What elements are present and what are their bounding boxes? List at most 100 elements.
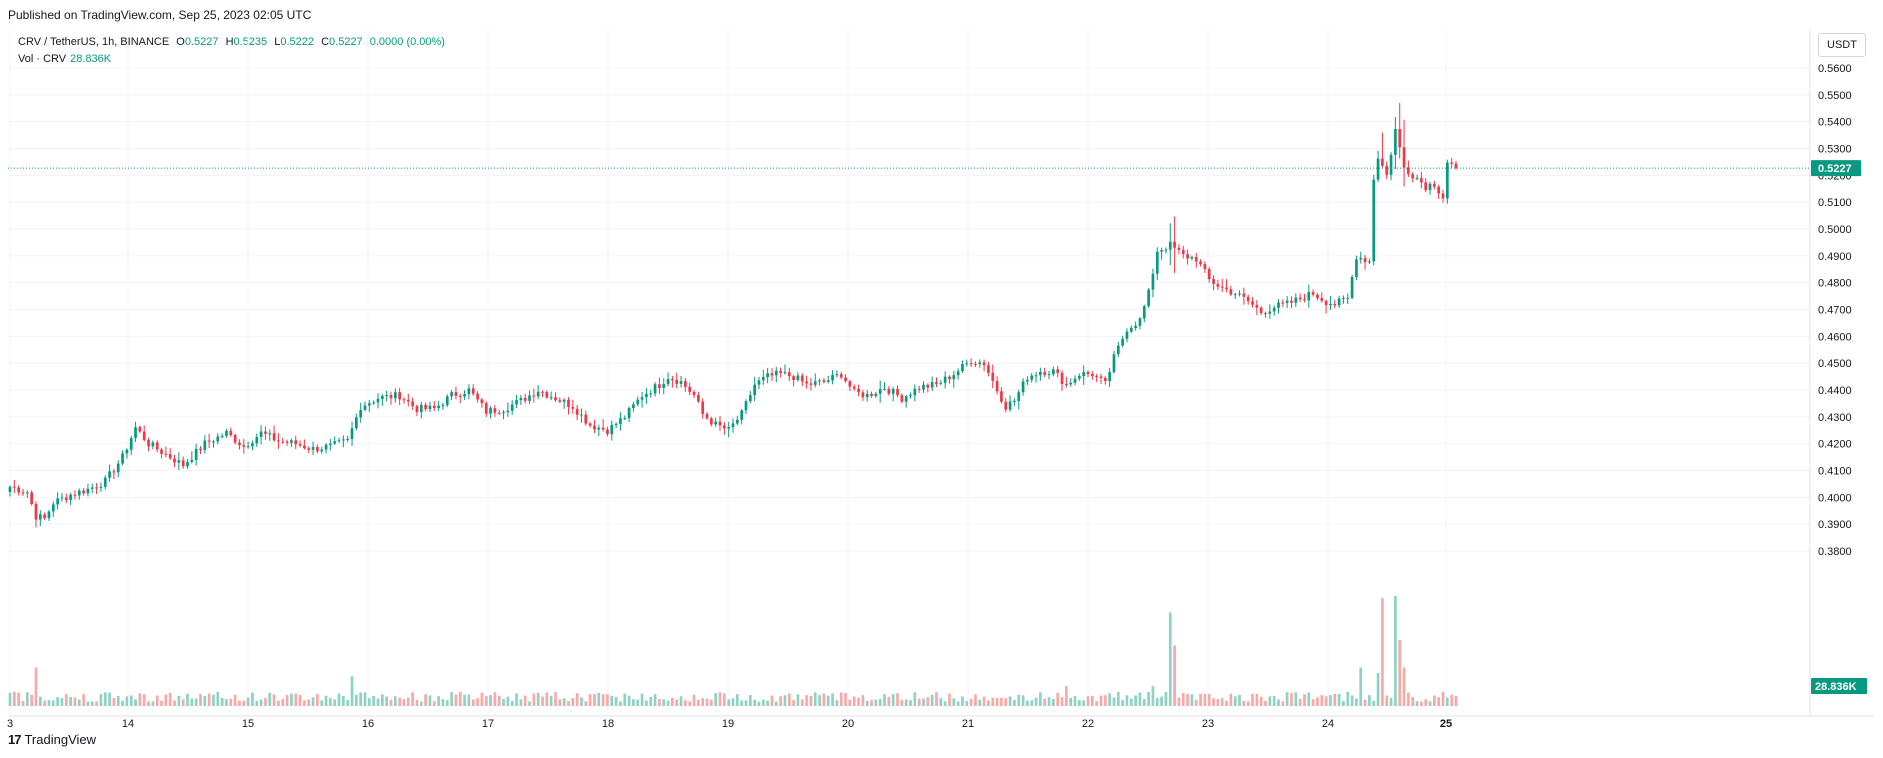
volume-bar (1199, 693, 1202, 706)
volume-bar (1142, 699, 1146, 706)
time-tick-label: 17 (482, 718, 494, 730)
candle-body (489, 408, 492, 414)
time-axis[interactable]: 3 14 15 16 17 18 19 20 21 22 23 24 25 (7, 718, 1452, 730)
candle-body (1303, 299, 1306, 301)
candle-body (155, 442, 159, 450)
candle-body (1285, 300, 1289, 303)
volume-bar (731, 698, 735, 706)
candle-body (103, 477, 107, 487)
price-axis[interactable]: 0.5600 0.5500 0.5400 0.5300 0.5200 0.5100 0.50… (1818, 63, 1852, 558)
volume-bar (688, 701, 692, 706)
volume-bar (1281, 701, 1285, 706)
candle-body (424, 404, 427, 410)
candle-body (584, 414, 588, 424)
volume-bar (95, 701, 98, 706)
volume-bar (1333, 693, 1337, 706)
candle-body (1398, 129, 1402, 148)
brand-name[interactable]: TradingView (24, 732, 97, 747)
candle-body (1281, 302, 1285, 304)
candle-body (432, 405, 436, 409)
volume-bar (199, 694, 202, 706)
volume-bar (207, 693, 211, 706)
volume-bar (47, 700, 51, 706)
volume-bar (1056, 692, 1060, 706)
candle-body (17, 487, 21, 493)
volume-bar (891, 693, 895, 706)
candle-body (922, 384, 925, 390)
price-tick-label: 0.5400 (1818, 117, 1852, 129)
change-value: 0.0000 (0.00%) (369, 36, 445, 48)
volume-bar (1026, 700, 1029, 706)
candle-body (679, 381, 683, 384)
volume-bar (350, 676, 354, 706)
candle-body (1026, 379, 1029, 382)
volume-bar (8, 692, 12, 706)
price-tick-label: 0.5600 (1818, 63, 1852, 75)
candle-body (294, 440, 298, 445)
grid (8, 30, 1810, 716)
volume-bar (554, 692, 557, 706)
volume-bar (839, 692, 843, 706)
candle-body (580, 414, 583, 416)
volume-bar (103, 692, 107, 706)
volume-bar (779, 696, 782, 706)
candle-body (562, 399, 566, 402)
volume-bar (883, 694, 886, 706)
volume-bar (861, 695, 865, 706)
candle-body (1268, 311, 1272, 314)
time-tick-label: 25 (1440, 718, 1452, 730)
volume-bar (987, 700, 990, 706)
ohlc-legend: CRV / TetherUS, 1h, BINANCE O0.5227 H0.5… (18, 36, 445, 48)
volume-bar (484, 696, 488, 706)
symbol-label[interactable]: CRV / TetherUS, 1h, BINANCE (18, 36, 170, 48)
volume-bar (415, 699, 419, 706)
candle-body (329, 443, 332, 445)
volume-bar (329, 698, 332, 706)
last-volume-label: 28.836K (1811, 678, 1867, 694)
volume-bar (597, 692, 601, 706)
volume-bar (1372, 700, 1376, 706)
price-tick-label: 0.3900 (1818, 519, 1852, 531)
close-label: C (321, 36, 330, 48)
candle-body (385, 395, 388, 397)
candle-body (800, 375, 804, 382)
candle-body (900, 395, 904, 402)
candle-body (342, 439, 345, 441)
volume-bar (303, 700, 306, 706)
volume-bar (1078, 700, 1081, 706)
candle-body (796, 375, 800, 381)
volume-bar (844, 693, 847, 706)
candle-body (757, 380, 761, 385)
candle-body (675, 379, 679, 384)
candle-body (1316, 294, 1319, 299)
candle-body (1407, 167, 1410, 175)
candle-body (649, 393, 653, 395)
candle-body (692, 391, 696, 396)
volume-bar (523, 695, 527, 706)
candle-body (822, 380, 826, 382)
volume-bar (740, 700, 744, 706)
volume-bar (367, 698, 371, 706)
volume-bar (1008, 696, 1012, 706)
candle-body (774, 370, 778, 376)
candle-body (406, 399, 410, 402)
candle-body (1324, 300, 1328, 306)
candle-body (372, 402, 376, 404)
candle-body (1069, 382, 1073, 385)
volume-bar (995, 697, 999, 706)
volume-bar (671, 697, 674, 706)
volume-bar (697, 699, 700, 706)
volume-bar (380, 694, 384, 706)
open-value: 0.5227 (184, 36, 219, 48)
candle-body (857, 388, 860, 393)
volume-bar (887, 696, 891, 706)
volume-label[interactable]: Vol · CRV (18, 53, 67, 65)
currency-button[interactable]: USDT (1818, 33, 1866, 57)
volume-bar (978, 699, 982, 706)
candle-body (826, 380, 830, 382)
last-price-text: 0.5227 (1818, 163, 1852, 175)
volume-bar (510, 700, 514, 706)
published-note: Published on TradingView.com, Sep 25, 20… (8, 8, 312, 22)
volume-bar (298, 694, 302, 706)
